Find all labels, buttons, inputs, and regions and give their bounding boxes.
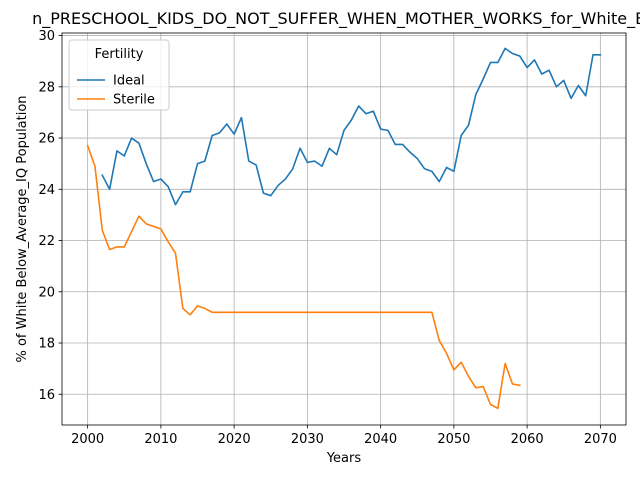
y-axis-label: % of White Below_Average_IQ Population	[15, 95, 30, 362]
x-tick-label: 2040	[364, 432, 397, 447]
chart-title: n_PRESCHOOL_KIDS_DO_NOT_SUFFER_WHEN_MOTH…	[32, 9, 640, 29]
x-axis-label: Years	[326, 451, 362, 466]
y-tick-label: 22	[38, 234, 55, 249]
y-tick-label: 26	[38, 132, 55, 147]
legend-box	[68, 39, 170, 111]
legend: Fertility Ideal Sterile	[68, 39, 170, 111]
y-tick-label: 18	[38, 337, 55, 352]
x-axis-ticks: 2000 2010 2020 2030 2040 2050 2060 2070	[71, 425, 617, 447]
y-tick-label: 30	[38, 29, 55, 44]
grid-lines	[62, 33, 626, 425]
x-tick-label: 2030	[291, 432, 324, 447]
legend-label-ideal: Ideal	[113, 74, 145, 89]
series-line-sterile	[86, 144, 521, 410]
x-tick-label: 2010	[144, 432, 177, 447]
x-tick-label: 2000	[71, 432, 104, 447]
y-tick-label: 28	[38, 80, 55, 95]
series-line-ideal	[101, 47, 602, 206]
y-tick-label: 20	[38, 285, 55, 300]
series-lines	[86, 47, 602, 410]
legend-label-sterile: Sterile	[113, 93, 155, 108]
y-axis-ticks: 16 18 20 22 24 26 28 30	[38, 29, 62, 403]
x-tick-label: 2070	[584, 432, 617, 447]
x-tick-label: 2060	[511, 432, 544, 447]
legend-title: Fertility	[95, 47, 144, 62]
y-tick-label: 24	[38, 183, 55, 198]
x-tick-label: 2020	[218, 432, 251, 447]
y-tick-label: 16	[38, 388, 55, 403]
x-tick-label: 2050	[437, 432, 470, 447]
plot-frame	[61, 32, 627, 426]
